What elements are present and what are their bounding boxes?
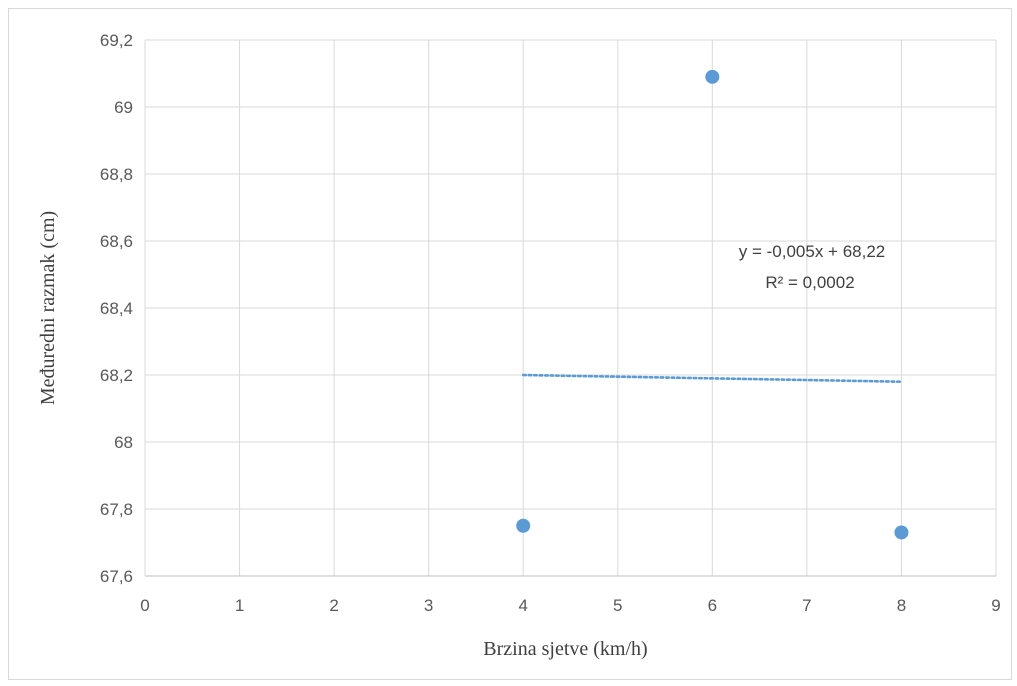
chart-frame xyxy=(8,8,1012,680)
y-tick-label: 69,2 xyxy=(100,31,133,50)
trendline-equation: y = -0,005x + 68,22 xyxy=(739,242,886,261)
y-axis-title: Međuredni razmak (cm) xyxy=(37,211,59,405)
y-tick-label: 68,8 xyxy=(100,165,133,184)
y-tick-label: 68,4 xyxy=(100,299,133,318)
y-tick-label: 68 xyxy=(114,433,133,452)
y-tick-label: 69 xyxy=(114,98,133,117)
x-tick-label: 7 xyxy=(802,596,811,615)
x-tick-label: 3 xyxy=(424,596,433,615)
y-tick-label: 67,8 xyxy=(100,500,133,519)
y-tick-label: 67,6 xyxy=(100,567,133,586)
y-tick-label: 68,2 xyxy=(100,366,133,385)
data-point xyxy=(894,525,909,540)
x-tick-label: 5 xyxy=(613,596,622,615)
x-axis-title: Brzina sjetve (km/h) xyxy=(483,638,647,660)
y-tick-labels: 67,6 67,8 68 68,2 68,4 68,6 68,8 69 69,2 xyxy=(100,31,133,586)
trendline xyxy=(521,373,903,384)
x-tick-label: 2 xyxy=(329,596,338,615)
x-tick-label: 0 xyxy=(140,596,149,615)
y-tick-label: 68,6 xyxy=(100,232,133,251)
x-tick-label: 1 xyxy=(235,596,244,615)
x-tick-label: 4 xyxy=(518,596,527,615)
x-tick-label: 8 xyxy=(897,596,906,615)
trendline-group xyxy=(521,373,903,384)
axes xyxy=(144,40,996,577)
data-point xyxy=(705,69,720,84)
x-tick-label: 6 xyxy=(708,596,717,615)
x-tick-labels: 0 1 2 3 4 5 6 7 8 9 xyxy=(140,596,1000,615)
trendline-r2: R² = 0,0002 xyxy=(765,273,854,292)
data-points xyxy=(516,69,909,540)
gridlines xyxy=(145,39,997,576)
x-tick-label: 9 xyxy=(991,596,1000,615)
data-point xyxy=(516,518,531,533)
